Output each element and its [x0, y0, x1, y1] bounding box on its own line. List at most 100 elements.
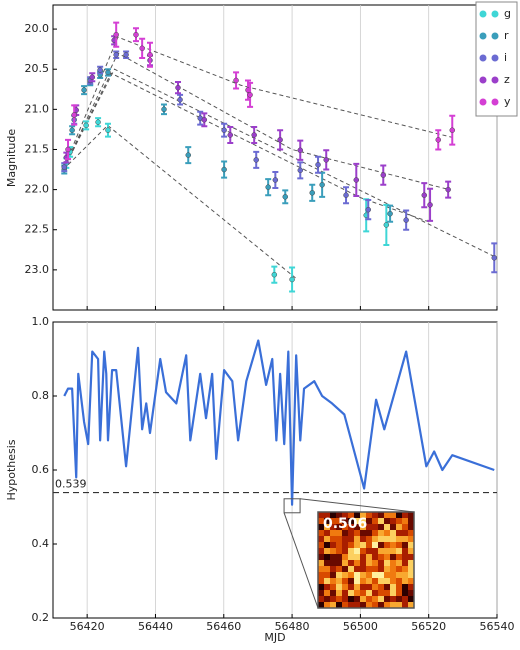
legend-label: i: [504, 51, 507, 64]
legend-marker: [491, 76, 499, 84]
stamp-pixel: [324, 566, 331, 573]
stamp-pixel: [366, 548, 373, 555]
data-point: [421, 192, 428, 198]
stamp-pixel: [366, 566, 373, 573]
stamp-pixel: [372, 578, 379, 585]
data-point: [123, 52, 129, 58]
stamp-pixel: [318, 542, 325, 549]
stamp-pixel: [342, 566, 349, 573]
stamp-pixel: [402, 596, 409, 603]
stamp-pixel: [342, 542, 349, 549]
data-point: [71, 112, 77, 118]
stamp-pixel: [372, 602, 379, 609]
stamp-pixel: [360, 578, 367, 585]
stamp-pixel: [354, 542, 361, 549]
stamp-pixel: [360, 560, 367, 567]
stamp-pixel: [396, 584, 403, 591]
x-tick-label: 56440: [138, 620, 173, 633]
stamp-pixel: [342, 596, 349, 603]
stamp-pixel: [360, 596, 367, 603]
data-point: [133, 31, 139, 38]
stamp-pixel: [378, 596, 385, 603]
data-point: [491, 255, 498, 261]
stamp-pixel: [384, 590, 391, 597]
y-tick-label: 23.0: [25, 263, 50, 276]
stamp-pixel: [366, 524, 373, 531]
data-point: [427, 202, 433, 208]
stamp-pixel: [324, 548, 331, 555]
y-tick-label: 21.5: [25, 142, 50, 155]
stamp-pixel: [354, 590, 361, 597]
stamp-pixel: [396, 548, 403, 555]
data-point: [319, 182, 325, 188]
stamp-pixel: [336, 536, 343, 543]
stamp-pixel: [324, 560, 331, 567]
stamp-pixel: [366, 578, 373, 585]
stamp-pixel: [342, 572, 349, 579]
stamp-pixel: [360, 572, 367, 579]
stamp-pixel: [396, 512, 403, 519]
data-point: [387, 210, 393, 217]
stamp-pixel: [336, 518, 343, 525]
stamp-pixel: [402, 536, 409, 543]
stamp-pixel: [348, 554, 355, 561]
stamp-pixel: [384, 554, 391, 561]
data-point: [282, 194, 288, 200]
x-tick-label: 56480: [275, 620, 310, 633]
y-tick-label: 20.5: [25, 62, 50, 75]
stamp-pixel: [324, 512, 331, 519]
stamp-pixel: [360, 548, 367, 555]
data-point: [201, 117, 208, 123]
stamp-pixel: [402, 542, 409, 549]
stamp-pixel: [378, 572, 385, 579]
stamp-pixel: [336, 524, 343, 531]
stamp-pixel: [378, 566, 385, 573]
stamp-pixel: [384, 578, 391, 585]
zoom-connector: [300, 498, 415, 513]
stamp-pixel: [330, 542, 337, 549]
stamp-pixel: [378, 512, 385, 519]
stamp-pixel: [318, 560, 325, 567]
stamp-pixel: [372, 572, 379, 579]
stamp-pixel: [360, 512, 367, 519]
data-point: [139, 45, 145, 52]
stamp-pixel: [354, 554, 361, 561]
stamp-pixel: [396, 518, 403, 525]
stamp-pixel: [378, 536, 385, 543]
inset-stamp: [318, 512, 415, 609]
stamp-pixel: [342, 536, 349, 543]
stamp-pixel: [408, 602, 415, 609]
stamp-pixel: [330, 530, 337, 537]
stamp-pixel: [372, 566, 379, 573]
stamp-pixel: [348, 560, 355, 567]
stamp-pixel: [348, 590, 355, 597]
data-point: [277, 137, 283, 143]
stamp-pixel: [330, 596, 337, 603]
stamp-pixel: [318, 548, 325, 555]
stamp-pixel: [336, 566, 343, 573]
stamp-pixel: [348, 572, 355, 579]
stamp-pixel: [408, 512, 415, 519]
y-tick-label: 0.2: [32, 611, 50, 624]
stamp-pixel: [408, 560, 415, 567]
fit-line: [62, 52, 450, 191]
stamp-pixel: [402, 566, 409, 573]
stamp-pixel: [408, 542, 415, 549]
legend-marker: [479, 54, 487, 62]
stamp-pixel: [396, 578, 403, 585]
stamp-pixel: [408, 548, 415, 555]
stamp-pixel: [348, 536, 355, 543]
stamp-pixel: [348, 542, 355, 549]
stamp-pixel: [372, 542, 379, 549]
stamp-pixel: [402, 554, 409, 561]
stamp-pixel: [408, 596, 415, 603]
data-point: [113, 31, 119, 38]
stamp-pixel: [384, 530, 391, 537]
data-point: [185, 152, 191, 158]
y-axis-label: Magnitude: [5, 129, 18, 188]
legend-label: z: [504, 73, 510, 86]
stamp-pixel: [354, 524, 361, 531]
stamp-pixel: [330, 524, 337, 531]
stamp-pixel: [390, 554, 397, 561]
stamp-pixel: [324, 536, 331, 543]
